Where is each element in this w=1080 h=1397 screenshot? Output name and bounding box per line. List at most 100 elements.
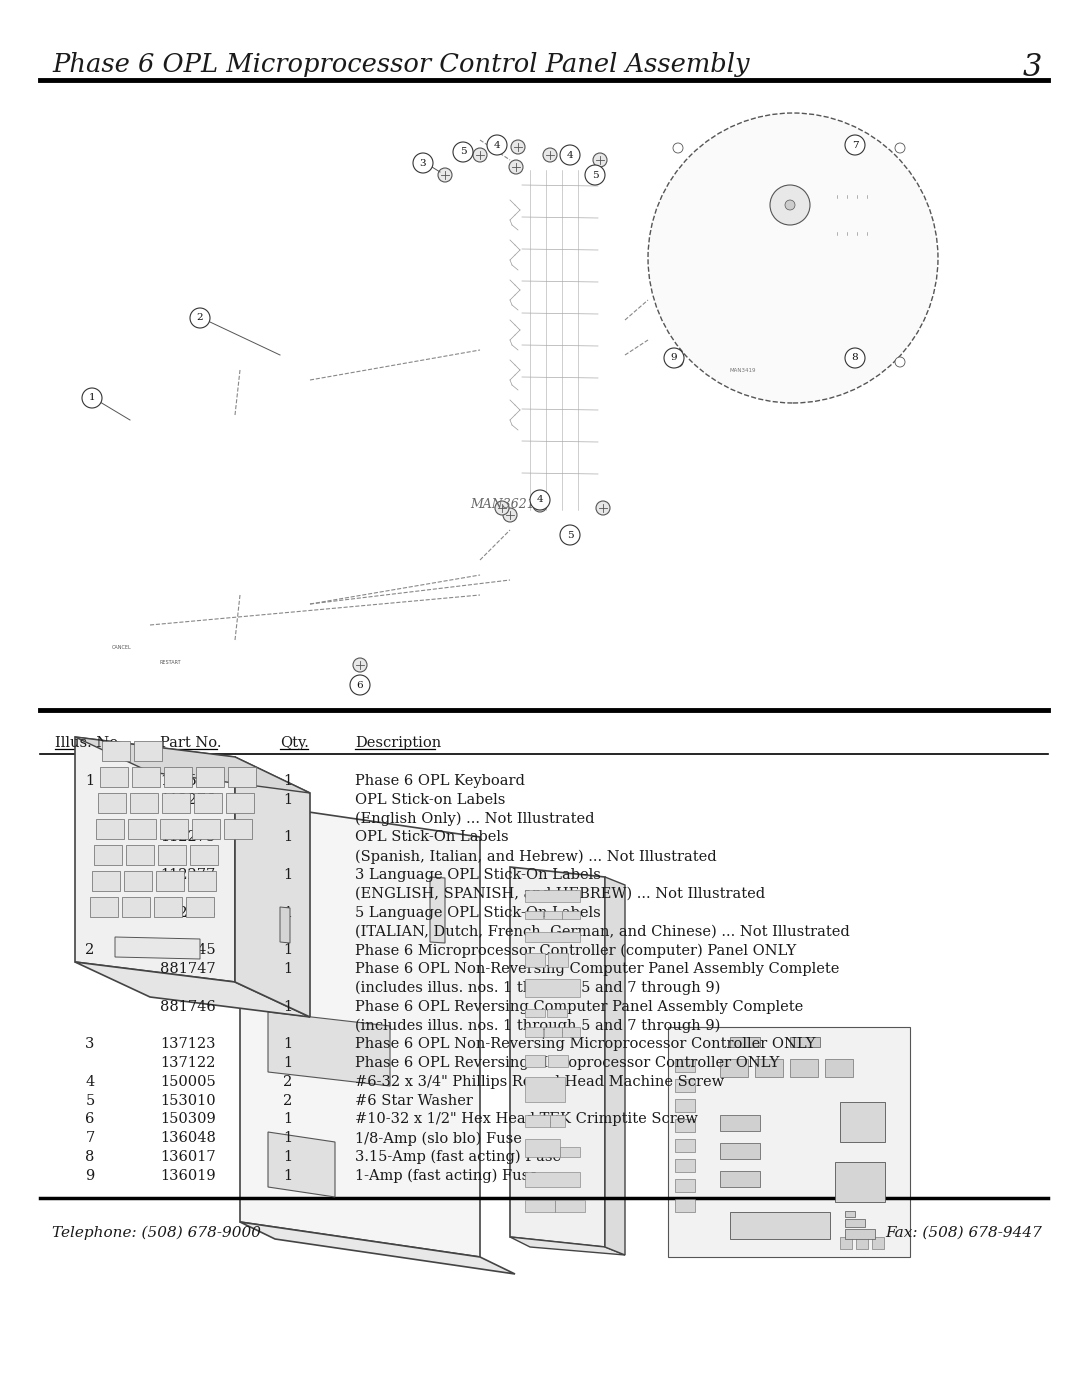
Circle shape — [596, 502, 610, 515]
Text: 1: 1 — [89, 394, 95, 402]
Circle shape — [664, 348, 684, 367]
Polygon shape — [675, 1059, 696, 1071]
Polygon shape — [92, 870, 120, 891]
Polygon shape — [840, 1236, 852, 1249]
Text: Qty.: Qty. — [280, 736, 309, 750]
Text: 150309: 150309 — [160, 1112, 216, 1126]
Polygon shape — [720, 1115, 760, 1132]
Text: 6: 6 — [85, 1112, 95, 1126]
Polygon shape — [720, 1059, 748, 1077]
Polygon shape — [75, 738, 235, 982]
Polygon shape — [525, 953, 545, 967]
Text: 1: 1 — [283, 774, 293, 788]
Polygon shape — [544, 911, 562, 919]
Polygon shape — [789, 1059, 818, 1077]
Polygon shape — [510, 868, 605, 1248]
Polygon shape — [562, 911, 580, 919]
Text: 112275: 112275 — [160, 830, 215, 844]
Polygon shape — [555, 1200, 585, 1213]
Polygon shape — [525, 979, 580, 997]
Text: CANCEL: CANCEL — [112, 645, 132, 650]
Circle shape — [503, 509, 517, 522]
Circle shape — [453, 142, 473, 162]
Text: 5: 5 — [85, 1094, 95, 1108]
Polygon shape — [872, 1236, 885, 1249]
Text: 7: 7 — [852, 141, 859, 149]
Circle shape — [534, 497, 546, 511]
Polygon shape — [675, 1119, 696, 1132]
Text: 137122: 137122 — [160, 1056, 215, 1070]
Text: Phase 6 OPL Non-Reversing Microprocessor Controller ONLY: Phase 6 OPL Non-Reversing Microprocessor… — [355, 1037, 815, 1051]
Text: Phase 6 OPL Reversing Microprocessor Controller ONLY: Phase 6 OPL Reversing Microprocessor Con… — [355, 1056, 780, 1070]
Text: (English Only) ... Not Illustrated: (English Only) ... Not Illustrated — [355, 812, 594, 826]
Polygon shape — [114, 937, 200, 958]
Text: Phase 6 OPL Non-Reversing Computer Panel Assembly Complete: Phase 6 OPL Non-Reversing Computer Panel… — [355, 963, 839, 977]
Text: #10-32 x 1/2" Hex Head TEK Crimptite Screw: #10-32 x 1/2" Hex Head TEK Crimptite Scr… — [355, 1112, 698, 1126]
Polygon shape — [550, 1115, 565, 1127]
Polygon shape — [525, 1055, 545, 1067]
Text: 1: 1 — [283, 1150, 293, 1164]
Polygon shape — [162, 793, 190, 813]
Circle shape — [895, 142, 905, 154]
Polygon shape — [195, 767, 224, 787]
Text: 5: 5 — [567, 531, 573, 539]
Text: 5: 5 — [592, 170, 598, 179]
Text: 4: 4 — [494, 141, 500, 149]
Polygon shape — [194, 793, 222, 813]
Text: Phase 6 OPL Microprocessor Control Panel Assembly: Phase 6 OPL Microprocessor Control Panel… — [52, 52, 750, 77]
Text: #6 Star Washer: #6 Star Washer — [355, 1094, 473, 1108]
Circle shape — [495, 502, 509, 515]
Text: Part No.: Part No. — [160, 736, 221, 750]
Polygon shape — [164, 767, 192, 787]
Circle shape — [438, 168, 453, 182]
Text: 8: 8 — [85, 1150, 95, 1164]
Text: 112278: 112278 — [160, 905, 215, 919]
Polygon shape — [126, 845, 154, 865]
Polygon shape — [845, 1229, 875, 1239]
Polygon shape — [192, 819, 220, 840]
Polygon shape — [840, 1102, 885, 1141]
Polygon shape — [224, 819, 252, 840]
Polygon shape — [240, 1222, 515, 1274]
Polygon shape — [562, 1027, 580, 1037]
Polygon shape — [675, 1160, 696, 1172]
Text: 1: 1 — [283, 868, 293, 882]
Circle shape — [413, 154, 433, 173]
Polygon shape — [845, 1220, 865, 1227]
Text: 4: 4 — [85, 1074, 95, 1088]
Polygon shape — [156, 870, 184, 891]
Text: 1: 1 — [85, 774, 95, 788]
Circle shape — [585, 165, 605, 184]
Text: (includes illus. nos. 1 through 5 and 7 through 9): (includes illus. nos. 1 through 5 and 7 … — [355, 1018, 720, 1032]
Text: 3: 3 — [1023, 52, 1042, 82]
Polygon shape — [525, 1009, 545, 1017]
Text: 112277: 112277 — [160, 868, 215, 882]
Text: #6-32 x 3/4" Phillips Round Head Machine Screw: #6-32 x 3/4" Phillips Round Head Machine… — [355, 1074, 724, 1088]
Polygon shape — [158, 845, 186, 865]
Polygon shape — [755, 1059, 783, 1077]
Text: (Spanish, Italian, and Hebrew) ... Not Illustrated: (Spanish, Italian, and Hebrew) ... Not I… — [355, 849, 717, 863]
Circle shape — [190, 307, 210, 328]
Circle shape — [593, 154, 607, 168]
Circle shape — [509, 161, 523, 175]
Polygon shape — [675, 1139, 696, 1153]
Polygon shape — [720, 1171, 760, 1187]
Polygon shape — [268, 1132, 335, 1197]
Circle shape — [561, 145, 580, 165]
Text: 3: 3 — [85, 1037, 95, 1051]
Polygon shape — [675, 1078, 696, 1092]
Text: 1/8-Amp (slo blo) Fuse: 1/8-Amp (slo blo) Fuse — [355, 1132, 522, 1146]
Polygon shape — [544, 1027, 562, 1037]
Text: Fax: (508) 678-9447: Fax: (508) 678-9447 — [886, 1225, 1042, 1239]
Polygon shape — [525, 1200, 555, 1213]
Text: 153010: 153010 — [160, 1094, 216, 1108]
Polygon shape — [186, 897, 214, 916]
Polygon shape — [789, 1037, 820, 1046]
Text: 3: 3 — [420, 158, 427, 168]
Polygon shape — [100, 767, 129, 787]
Text: Phase 6 Microprocessor Controller (computer) Panel ONLY: Phase 6 Microprocessor Controller (compu… — [355, 943, 796, 957]
Polygon shape — [96, 819, 124, 840]
Text: 3.15-Amp (fast acting) Fuse: 3.15-Amp (fast acting) Fuse — [355, 1150, 562, 1164]
Polygon shape — [132, 767, 160, 787]
Text: (ENGLISH, SPANISH, and HEBREW) ... Not Illustrated: (ENGLISH, SPANISH, and HEBREW) ... Not I… — [355, 887, 765, 901]
